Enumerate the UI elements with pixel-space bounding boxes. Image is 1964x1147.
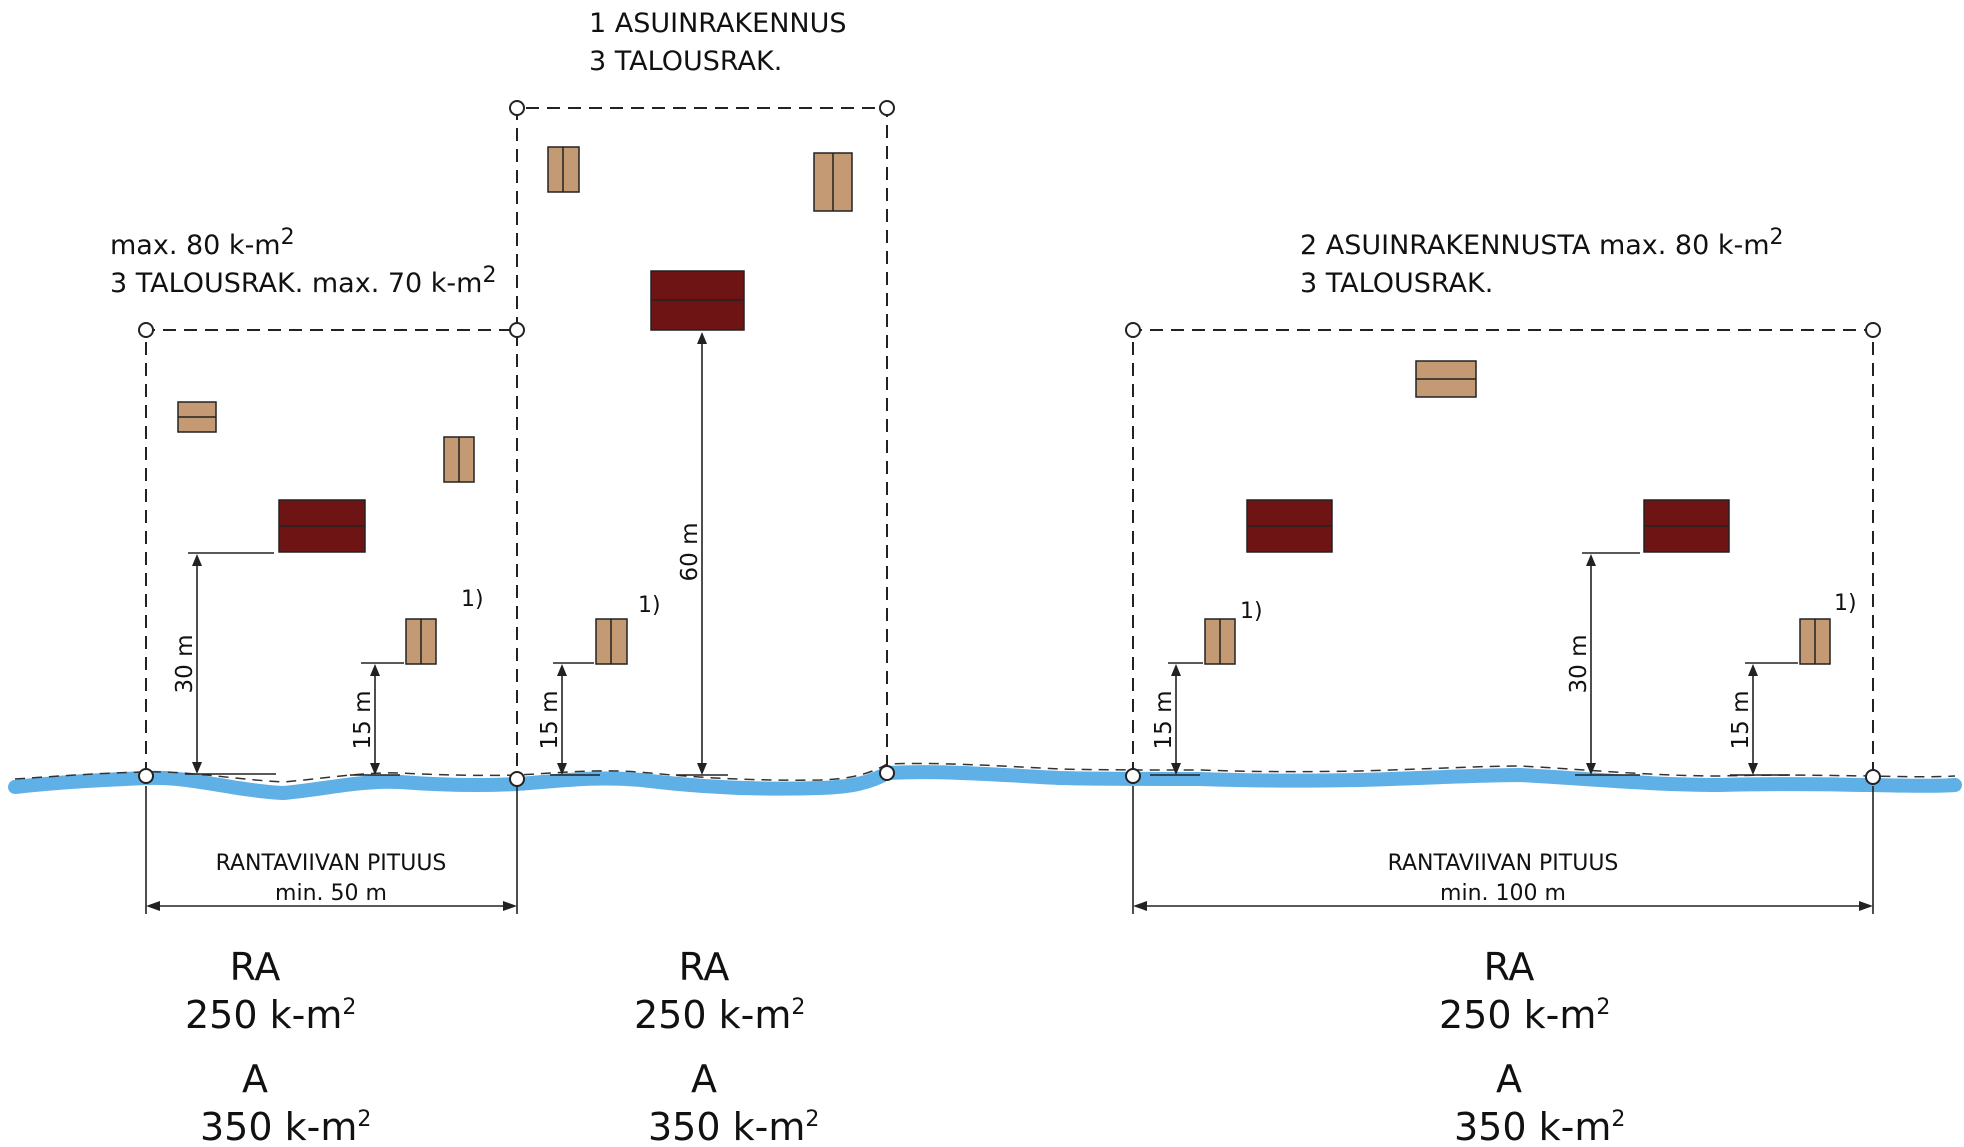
superscript: 2 <box>791 995 805 1020</box>
dimension-label-15m-left: 15 m <box>350 691 376 750</box>
auxiliary-building <box>1799 618 1831 665</box>
svg-text:250 k-m2: 250 k-m2 <box>634 993 805 1037</box>
zone-label-middle: RA 250 k-m2 A 350 k-m2 <box>634 945 819 1147</box>
auxiliary-building <box>595 618 628 665</box>
boundary-nodes <box>138 100 1881 787</box>
distance-dimension-15m-right-2 <box>1730 662 1798 776</box>
zone-a-value: 350 k-m <box>1454 1105 1611 1147</box>
svg-text:max. 80 k-m2: max. 80 k-m2 <box>110 225 295 261</box>
plot-note-middle-line1: 1 ASUINRAKENNUS <box>589 8 847 39</box>
shoreline-length-min: min. 100 m <box>1440 881 1566 906</box>
auxiliary-building <box>1204 618 1236 665</box>
shoreline-line <box>14 762 1956 783</box>
plot-note-right-line1: 2 ASUINRAKENNUSTA max. 80 k-m <box>1300 230 1770 261</box>
zone-label-left: RA 250 k-m2 A 350 k-m2 <box>185 945 371 1147</box>
plot-boundary-right <box>1132 329 1874 777</box>
zone-code-a: A <box>691 1057 717 1101</box>
dimension-label-30m-right: 30 m <box>1566 635 1592 694</box>
shoreline-length-title: RANTAVIIVAN PITUUS <box>1388 851 1619 876</box>
distance-dimension-15m-right-1 <box>1150 662 1203 776</box>
superscript: 2 <box>1770 225 1784 250</box>
superscript: 2 <box>805 1107 819 1132</box>
plot-note-left: max. 80 k-m2 3 TALOUSRAK. max. 70 k-m2 <box>110 225 496 299</box>
residential-building-right-1 <box>1246 499 1333 553</box>
plot-note-middle: 1 ASUINRAKENNUS 3 TALOUSRAK. <box>589 8 847 77</box>
distance-dimension-60m-middle <box>676 332 728 776</box>
dimension-label-15m-right-2: 15 m <box>1728 691 1754 750</box>
dimension-label-30m-left: 30 m <box>172 635 198 694</box>
zone-code-ra: RA <box>230 945 281 989</box>
svg-text:350 k-m2: 350 k-m2 <box>1454 1105 1625 1147</box>
zone-code-ra: RA <box>1484 945 1535 989</box>
footnote-marker: 1) <box>1834 591 1857 616</box>
svg-text:3 TALOUSRAK. max. 70 k-m2: 3 TALOUSRAK. max. 70 k-m2 <box>110 263 496 299</box>
auxiliary-building <box>405 618 437 665</box>
plot-note-right-line2: 3 TALOUSRAK. <box>1300 268 1493 299</box>
distance-dimension-15m-middle <box>550 662 600 776</box>
water-body <box>8 765 1962 801</box>
zone-code-ra: RA <box>679 945 730 989</box>
plot-note-right: 2 ASUINRAKENNUSTA max. 80 k-m2 3 TALOUSR… <box>1300 225 1784 299</box>
svg-text:350 k-m2: 350 k-m2 <box>648 1105 819 1147</box>
svg-text:250 k-m2: 250 k-m2 <box>1439 993 1610 1037</box>
auxiliary-building <box>1415 360 1477 398</box>
auxiliary-building <box>177 401 217 433</box>
superscript: 2 <box>482 263 496 288</box>
zone-label-right: RA 250 k-m2 A 350 k-m2 <box>1439 945 1625 1147</box>
plot-boundary-middle <box>516 107 888 773</box>
footnote-marker: 1) <box>461 587 484 612</box>
zone-ra-value: 250 k-m <box>1439 993 1596 1037</box>
zone-ra-value: 250 k-m <box>185 993 342 1037</box>
svg-text:250 k-m2: 250 k-m2 <box>185 993 356 1037</box>
dimension-label-15m-right-1: 15 m <box>1151 691 1177 750</box>
zone-ra-value: 250 k-m <box>634 993 791 1037</box>
auxiliary-building <box>547 146 580 193</box>
distance-dimension-30m-right <box>1575 552 1640 776</box>
plot-note-left-line2: 3 TALOUSRAK. max. 70 k-m <box>110 268 482 299</box>
superscript: 2 <box>357 1107 371 1132</box>
zone-code-a: A <box>242 1057 268 1101</box>
plot-note-middle-line2: 3 TALOUSRAK. <box>589 46 782 77</box>
superscript: 2 <box>281 225 295 250</box>
zone-code-a: A <box>1496 1057 1522 1101</box>
shoreline-length-title: RANTAVIIVAN PITUUS <box>216 851 447 876</box>
footnote-marker: 1) <box>1240 599 1263 624</box>
distance-dimension-30m-left <box>185 552 276 775</box>
shoreline-length-left: RANTAVIIVAN PITUUS min. 50 m <box>145 786 518 914</box>
superscript: 2 <box>342 995 356 1020</box>
superscript: 2 <box>1611 1107 1625 1132</box>
shoreline-length-min: min. 50 m <box>275 881 387 906</box>
footnote-marker: 1) <box>638 593 661 618</box>
residential-building-middle <box>650 270 745 331</box>
shoreline-length-right: RANTAVIIVAN PITUUS min. 100 m <box>1132 786 1874 914</box>
distance-dimension-15m-left <box>350 662 404 776</box>
svg-text:2 ASUINRAKENNUSTA max. 80 k-m2: 2 ASUINRAKENNUSTA max. 80 k-m2 <box>1300 225 1784 261</box>
plot-note-left-line1: max. 80 k-m <box>110 230 281 261</box>
residential-building-right-2 <box>1643 499 1730 553</box>
svg-text:350 k-m2: 350 k-m2 <box>200 1105 371 1147</box>
auxiliary-building <box>443 436 475 483</box>
auxiliary-building <box>813 152 853 212</box>
dimension-label-15m-middle: 15 m <box>537 691 563 750</box>
residential-building-left <box>278 499 366 553</box>
dimension-label-60m-middle: 60 m <box>677 523 703 582</box>
superscript: 2 <box>1596 995 1610 1020</box>
zone-a-value: 350 k-m <box>200 1105 357 1147</box>
zone-a-value: 350 k-m <box>648 1105 805 1147</box>
plot-boundary-left <box>145 329 518 778</box>
